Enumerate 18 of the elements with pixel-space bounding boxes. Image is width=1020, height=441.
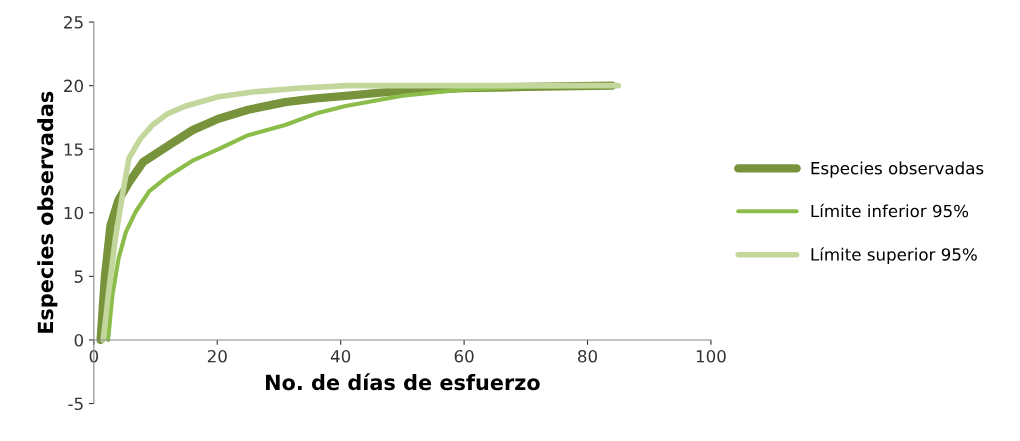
y-tick-label: 20 — [64, 79, 84, 93]
legend-label: Especies observadas — [811, 161, 984, 178]
y-axis-title: Especies observadas — [37, 91, 58, 333]
x-tick-label: 60 — [454, 349, 474, 363]
legend-label: Límite superior 95% — [811, 247, 977, 264]
x-tick-label: 80 — [578, 349, 598, 363]
x-tick-label: 40 — [330, 349, 351, 363]
x-tick-label: 100 — [696, 349, 726, 363]
y-tick-label: 10 — [64, 206, 84, 220]
y-tick-label: 15 — [64, 143, 83, 156]
y-tick-label: 25 — [64, 16, 83, 29]
legend-label: Límite inferior 95% — [811, 203, 969, 218]
y-tick-label: 0 — [74, 333, 84, 347]
y-tick-label: 5 — [74, 270, 83, 283]
y-tick-label: -5 — [68, 397, 83, 411]
x-tick-label: 20 — [207, 349, 227, 363]
x-axis-title: No. de días de esfuerzo — [266, 373, 540, 391]
x-tick-label: 0 — [89, 349, 99, 363]
